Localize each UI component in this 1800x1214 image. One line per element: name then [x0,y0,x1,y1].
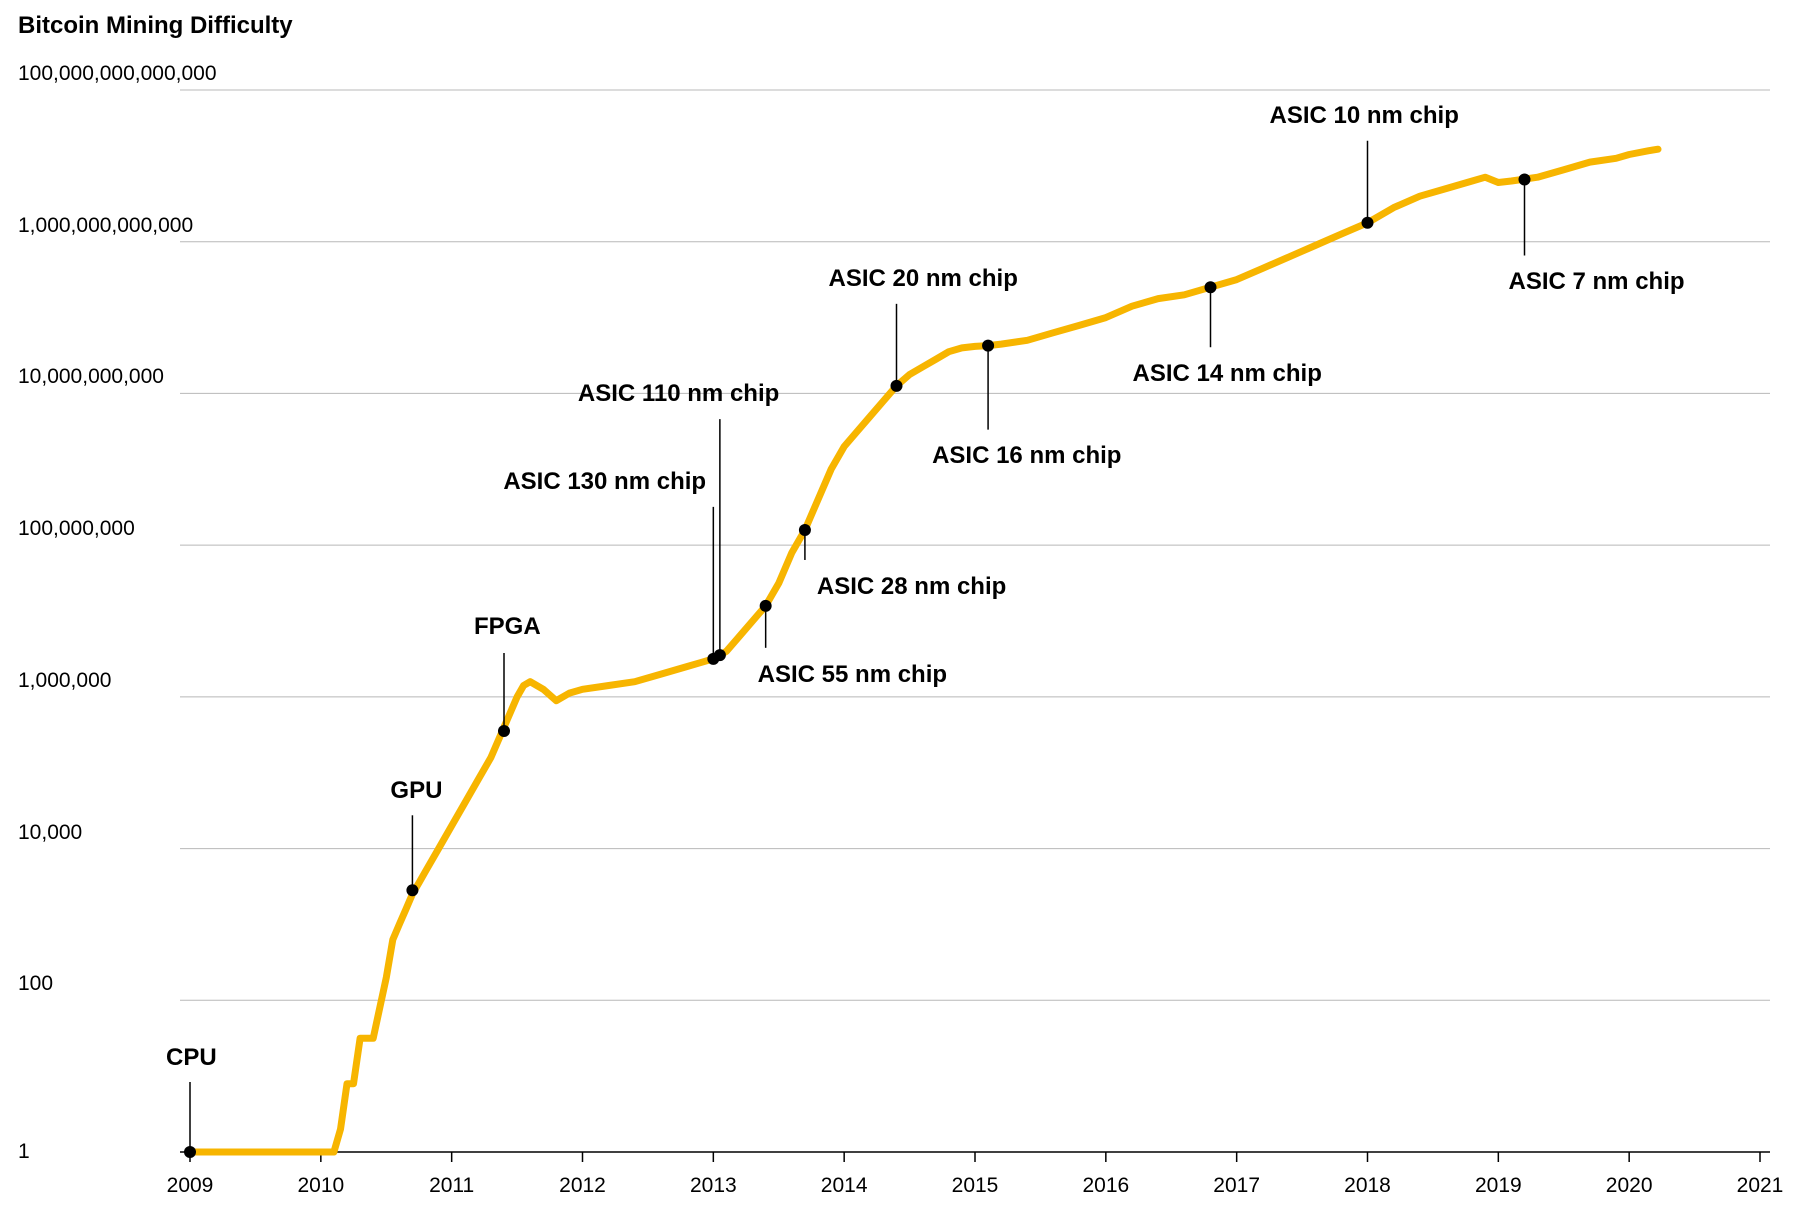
x-tick-label: 2010 [297,1174,344,1198]
y-tick-label: 1,000,000 [18,669,111,693]
annotation-marker-cpu [184,1146,196,1158]
x-tick-label: 2014 [821,1174,868,1198]
x-tick-label: 2012 [559,1174,606,1198]
annotation-marker-gpu [406,884,418,896]
annotation-label-fpga: FPGA [474,613,541,641]
x-tick-label: 2019 [1475,1174,1522,1198]
difficulty-line [190,149,1658,1152]
annotation-marker-asic-110 [714,649,726,661]
chart-container: { "chart": { "type": "line", "title": "B… [0,0,1800,1214]
x-tick-label: 2015 [952,1174,999,1198]
annotation-marker-asic-28 [799,524,811,536]
annotation-marker-asic-55 [760,600,772,612]
x-tick-label: 2021 [1737,1174,1784,1198]
plot-surface [0,0,1800,1214]
annotation-label-asic-16: ASIC 16 nm chip [932,442,1121,470]
chart-title: Bitcoin Mining Difficulty [18,12,293,40]
annotation-label-cpu: CPU [166,1044,217,1072]
annotation-label-asic-14: ASIC 14 nm chip [1133,360,1322,388]
annotation-label-asic-7: ASIC 7 nm chip [1509,268,1685,296]
annotation-marker-asic-7 [1519,174,1531,186]
gridlines [180,90,1770,1152]
x-tick-label: 2017 [1213,1174,1260,1198]
annotation-marker-asic-10 [1362,217,1374,229]
y-tick-label: 100,000,000 [18,517,135,541]
x-tick-label: 2011 [429,1174,474,1198]
y-tick-label: 10,000 [18,821,82,845]
annotation-marker-asic-20 [891,380,903,392]
y-tick-label: 100 [18,972,53,996]
x-tick-label: 2020 [1606,1174,1653,1198]
annotation-label-asic-110: ASIC 110 nm chip [578,380,779,408]
annotation-label-asic-28: ASIC 28 nm chip [817,573,1006,601]
x-tick-label: 2018 [1344,1174,1391,1198]
annotation-label-asic-10: ASIC 10 nm chip [1270,102,1459,130]
annotation-label-asic-55: ASIC 55 nm chip [758,661,947,689]
y-tick-label: 10,000,000,000 [18,365,164,389]
annotation-label-asic-130: ASIC 130 nm chip [503,468,706,496]
y-tick-label: 100,000,000,000,000 [18,62,217,86]
y-tick-label: 1,000,000,000,000 [18,214,193,238]
annotation-marker-asic-16 [982,340,994,352]
y-tick-label: 1 [18,1140,30,1164]
annotation-label-asic-20: ASIC 20 nm chip [829,265,1018,293]
annotation-marker-asic-14 [1205,281,1217,293]
x-axis [180,1152,1770,1162]
x-tick-label: 2009 [167,1174,214,1198]
x-tick-label: 2013 [690,1174,737,1198]
annotation-marker-fpga [498,725,510,737]
x-tick-label: 2016 [1082,1174,1129,1198]
annotation-label-gpu: GPU [390,777,442,805]
